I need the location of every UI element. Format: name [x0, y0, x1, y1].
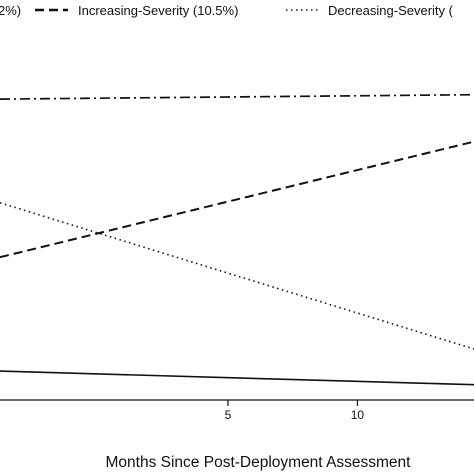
series-line-dashdot — [0, 93, 474, 100]
plot-lines — [0, 93, 474, 386]
legend: 2%) Increasing-Severity (10.5%) Decreasi… — [0, 3, 454, 18]
legend-label-dotted: Decreasing-Severity ( — [328, 3, 454, 18]
series-line-solid — [0, 370, 474, 386]
legend-label-dashdot: 2%) — [0, 3, 21, 18]
x-tick-label: 5 — [225, 408, 232, 422]
x-axis-ticks: 5 10 — [225, 400, 365, 422]
series-line-dashed — [0, 140, 474, 259]
legend-label-dashed: Increasing-Severity (10.5%) — [78, 3, 238, 18]
series-line-dotted — [0, 202, 474, 350]
x-axis-title: Months Since Post-Deployment Assessment — [106, 454, 412, 471]
x-tick-label: 10 — [351, 408, 365, 422]
